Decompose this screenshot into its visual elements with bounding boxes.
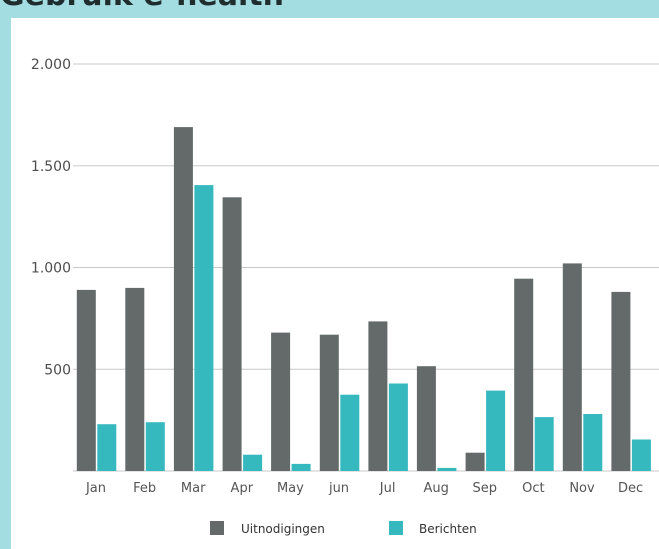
bar-berichten-may	[291, 463, 311, 471]
x-tick-label: Apr	[231, 481, 254, 496]
bar-berichten-dec	[631, 439, 651, 471]
legend-swatch-berichten	[389, 521, 403, 535]
legend-label-uitnodigingen: Uitnodigingen	[241, 522, 325, 536]
bar-uitnodigingen-oct	[514, 278, 534, 471]
bar-uitnodigingen-nov	[562, 263, 582, 471]
bar-uitnodigingen-aug	[416, 366, 436, 471]
x-axis-tick-labels: Jan Feb Mar Apr May jun Jul Aug Sep Oct Nov Dec	[85, 481, 643, 496]
bar-berichten-jan	[97, 424, 117, 471]
y-tick-label: 2.000	[31, 57, 71, 73]
legend-swatch-uitnodigingen	[210, 521, 224, 535]
y-tick-label: 1.500	[31, 159, 71, 175]
bar-uitnodigingen-mar	[173, 127, 193, 471]
bar-berichten-jul	[388, 383, 408, 471]
bar-berichten-sep	[486, 390, 506, 471]
x-tick-label: Sep	[473, 481, 498, 496]
bar-berichten-mar	[194, 185, 214, 471]
x-tick-label: Feb	[133, 481, 156, 496]
legend-label-berichten: Berichten	[419, 522, 477, 536]
x-tick-label: Aug	[424, 481, 449, 496]
bar-uitnodigingen-sep	[465, 452, 485, 471]
bar-berichten-oct	[534, 417, 554, 471]
bar-uitnodigingen-dec	[611, 291, 631, 471]
x-tick-label: Oct	[522, 481, 544, 496]
y-tick-label: 500	[44, 362, 71, 378]
bar-berichten-nov	[583, 414, 603, 471]
bar-uitnodigingen-may	[271, 332, 291, 471]
y-axis-tick-labels: 500 1.000 1.500 2.000	[31, 57, 71, 378]
bar-uitnodigingen-jun	[319, 334, 339, 471]
bar-berichten-jun	[340, 394, 360, 471]
bar-uitnodigingen-jan	[76, 289, 96, 471]
bar-berichten-aug	[437, 467, 457, 471]
bar-uitnodigingen-apr	[222, 197, 242, 472]
chart-panel: 500 1.000 1.500 2.000 Jan Feb Mar Apr May jun Jul…	[11, 18, 659, 549]
bars	[76, 127, 651, 472]
page-title: Gebruik e-health	[0, 0, 284, 13]
legend: Uitnodigingen Berichten	[210, 521, 477, 536]
y-tick-label: 1.000	[31, 261, 71, 277]
bar-chart: 500 1.000 1.500 2.000 Jan Feb Mar Apr May jun Jul…	[31, 57, 659, 536]
x-tick-label: Mar	[181, 481, 206, 496]
x-tick-label: Jan	[85, 481, 106, 496]
x-tick-label: Dec	[618, 481, 643, 496]
gridlines	[73, 63, 659, 472]
bar-berichten-apr	[243, 454, 263, 471]
x-tick-label: jun	[328, 481, 349, 496]
x-tick-label: Nov	[569, 481, 595, 496]
x-tick-label: Jul	[379, 481, 396, 496]
bar-uitnodigingen-jul	[368, 321, 388, 471]
x-tick-label: May	[277, 481, 304, 496]
bar-berichten-feb	[145, 422, 165, 471]
bar-uitnodigingen-feb	[125, 287, 145, 471]
